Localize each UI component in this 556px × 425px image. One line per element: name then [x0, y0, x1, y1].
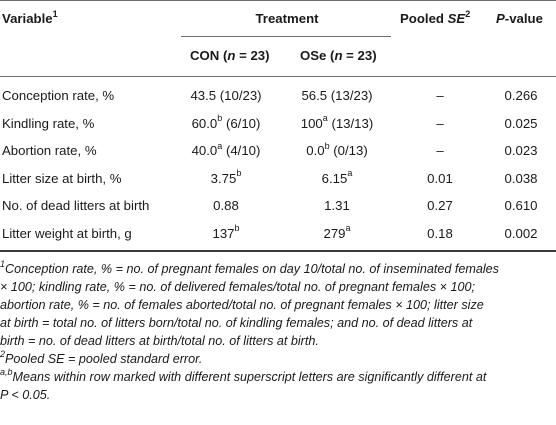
row-pooled-se: – — [436, 115, 444, 131]
table-top-rule — [0, 0, 556, 1]
row-ose-value: 1.31 — [324, 198, 350, 213]
row-p-value: 0.266 — [504, 88, 538, 103]
row-pooled-se: 0.01 — [427, 170, 453, 186]
row-pooled-se: – — [436, 88, 444, 103]
row-con-value: 40.0a (4/10) — [191, 140, 261, 158]
row-variable: Conception rate, % — [2, 88, 115, 103]
footnote-2: 2Pooled SE = pooled standard error. — [0, 348, 203, 366]
row-p-value: 0.025 — [504, 115, 538, 131]
row-con-value: 3.75b — [210, 168, 242, 186]
row-pooled-se: 0.18 — [427, 225, 453, 241]
row-ose-value: 279a — [323, 223, 351, 241]
header-variable: Variable1 — [2, 8, 58, 26]
header-p-value: P-value — [496, 11, 543, 26]
footnote-1: 1Conception rate, % = no. of pregnant fe… — [0, 258, 499, 348]
header-bottom-rule — [0, 76, 556, 77]
treatment-span-rule — [181, 36, 391, 37]
row-p-value: 0.610 — [504, 198, 538, 213]
row-pooled-se: – — [436, 143, 444, 158]
header-treatment: Treatment — [255, 11, 319, 26]
row-variable: Litter size at birth, % — [2, 170, 122, 186]
row-variable: Litter weight at birth, g — [2, 225, 132, 241]
row-variable: Kindling rate, % — [2, 115, 95, 131]
table-bottom-rule — [0, 250, 556, 252]
row-con-value: 137b — [212, 223, 240, 241]
row-ose-value: 6.15a — [321, 168, 353, 186]
row-ose-value: 0.0b (0/13) — [306, 140, 368, 158]
row-ose-value: 100a (13/13) — [300, 113, 374, 131]
row-variable: Abortion rate, % — [2, 143, 97, 158]
header-ose: OSe (n = 23) — [300, 48, 377, 63]
row-p-value: 0.002 — [504, 225, 538, 241]
row-pooled-se: 0.27 — [427, 198, 453, 213]
row-p-value: 0.023 — [504, 143, 538, 158]
footnote-3: a,bMeans within row marked with differen… — [0, 366, 487, 402]
table-footnotes: 1Conception rate, % = no. of pregnant fe… — [0, 258, 552, 404]
row-con-value: 0.88 — [213, 198, 239, 213]
header-con: CON (n = 23) — [190, 48, 270, 63]
header-pooled-se: Pooled SE2 — [400, 8, 471, 26]
row-ose-value: 56.5 (13/23) — [301, 88, 373, 103]
row-variable: No. of dead litters at birth — [2, 198, 150, 213]
row-con-value: 43.5 (10/23) — [190, 88, 262, 103]
row-p-value: 0.038 — [504, 170, 538, 186]
row-con-value: 60.0b (6/10) — [191, 113, 261, 131]
